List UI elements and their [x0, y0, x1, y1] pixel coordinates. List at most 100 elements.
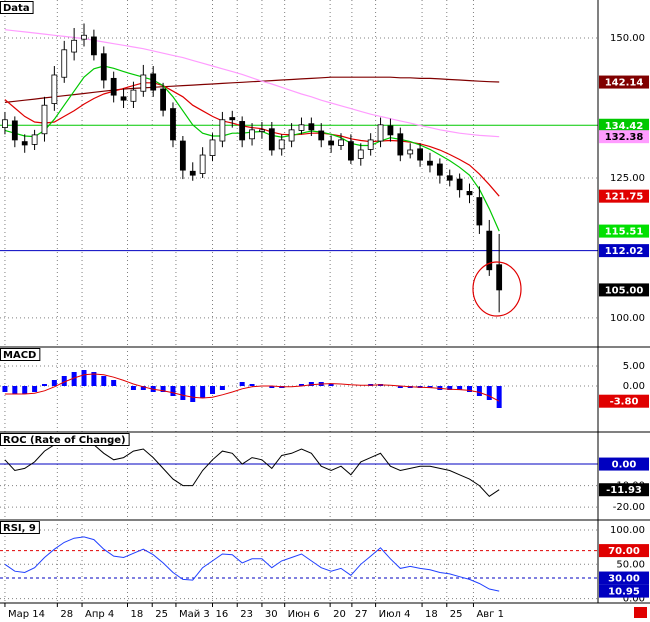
candle-body: [417, 148, 423, 161]
histogram-bar: [496, 386, 502, 408]
histogram-bar: [160, 386, 166, 392]
candle-body: [160, 88, 166, 111]
panel-title: ROC (Rate of Change): [3, 435, 126, 446]
x-tick-label: Июл 4: [379, 609, 411, 620]
y-tick-label: 150.00: [610, 33, 645, 44]
histogram-bar: [140, 386, 146, 390]
candle-body: [387, 125, 394, 136]
candle-body: [268, 128, 275, 151]
value-marker-label: 132.38: [605, 132, 644, 143]
candle-body: [21, 141, 28, 146]
value-marker-label: -3.80: [610, 397, 639, 408]
value-marker: [599, 130, 649, 144]
histogram-bar: [219, 386, 225, 390]
y-tick-label: 0.00: [623, 594, 645, 605]
histogram-bar: [111, 380, 117, 386]
value-marker-label: 115.51: [605, 227, 644, 238]
histogram-bar: [447, 386, 453, 390]
candle-body: [51, 74, 58, 104]
y-tick-label: 100.00: [610, 525, 645, 536]
corner-icon[interactable]: [634, 607, 647, 618]
value-marker-label: 30.00: [608, 574, 640, 585]
x-tick-label: 18: [425, 609, 438, 620]
x-tick-label: 20: [333, 609, 346, 620]
histogram-bar: [180, 386, 186, 400]
x-tick-label: 28: [60, 609, 73, 620]
signal-line: [4, 373, 500, 402]
x-tick-label: Май 3: [179, 609, 210, 620]
histogram-bar: [397, 386, 403, 388]
candle-body: [229, 117, 236, 121]
histogram-bar: [61, 376, 67, 386]
value-marker: [599, 483, 649, 497]
histogram-bar: [32, 386, 38, 392]
x-tick-label: Авг 1: [476, 609, 504, 620]
candle-body: [2, 119, 8, 129]
candle-body: [338, 139, 344, 146]
histogram-bar: [91, 372, 97, 386]
candle-body: [239, 121, 246, 141]
histogram-bar: [12, 386, 18, 394]
candle-body: [110, 77, 117, 96]
panel-title: MACD: [3, 350, 36, 361]
histogram-bar: [308, 382, 314, 386]
value-marker-label: 105.00: [605, 285, 644, 296]
highlight-circle: [472, 261, 522, 317]
histogram-bar: [298, 384, 304, 386]
candle-body: [427, 160, 433, 166]
panel-title: Data: [3, 3, 30, 14]
histogram-bar: [269, 386, 275, 388]
candle-body: [407, 149, 414, 155]
histogram-bar: [427, 386, 433, 388]
value-marker-label: 142.14: [605, 78, 644, 89]
histogram-bar: [328, 384, 334, 386]
x-tick-label: 25: [155, 609, 168, 620]
value-marker: [599, 584, 649, 598]
histogram-bar: [71, 372, 77, 386]
candle-body: [130, 89, 137, 102]
value-marker: [599, 244, 649, 258]
value-marker-label: 134.42: [605, 121, 644, 132]
value-marker: [599, 571, 649, 585]
histogram-bar: [200, 386, 206, 398]
candle-body: [249, 129, 255, 140]
candle-body: [486, 230, 493, 271]
x-tick-label: Июн 6: [288, 609, 320, 620]
x-tick-label: 23: [240, 609, 253, 620]
candle-body: [377, 124, 384, 142]
x-tick-label: 16: [216, 609, 229, 620]
histogram-bar: [457, 386, 463, 390]
histogram-bar: [486, 386, 492, 400]
value-marker: [599, 118, 649, 132]
histogram-bar: [2, 386, 8, 392]
candle-body: [446, 175, 453, 181]
histogram-bar: [51, 380, 57, 386]
histogram-bar: [81, 370, 87, 386]
histogram-bar: [467, 386, 473, 392]
candle-body: [41, 104, 48, 135]
value-marker: [599, 283, 649, 297]
candle-body: [278, 139, 285, 150]
candle-body: [199, 154, 206, 174]
indicator-line: [4, 536, 500, 592]
moving-average: [4, 29, 500, 138]
value-marker: [599, 224, 649, 238]
candle-body: [189, 170, 196, 176]
panel-title-box: [0, 521, 40, 534]
candle-body: [71, 39, 78, 53]
candle-body: [219, 119, 226, 142]
moving-average: [4, 76, 500, 103]
candle-body: [476, 197, 483, 226]
histogram-bar: [101, 376, 107, 386]
candle-body: [81, 34, 87, 40]
candle-body: [11, 120, 18, 141]
value-marker-label: 0.00: [612, 460, 637, 471]
candle-body: [367, 139, 374, 150]
histogram-bar: [476, 386, 482, 396]
candle-body: [328, 140, 335, 146]
candle-body: [357, 149, 364, 159]
y-tick-label: 0.00: [623, 381, 645, 392]
